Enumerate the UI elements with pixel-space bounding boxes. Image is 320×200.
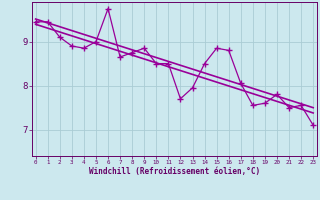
X-axis label: Windchill (Refroidissement éolien,°C): Windchill (Refroidissement éolien,°C) bbox=[89, 167, 260, 176]
